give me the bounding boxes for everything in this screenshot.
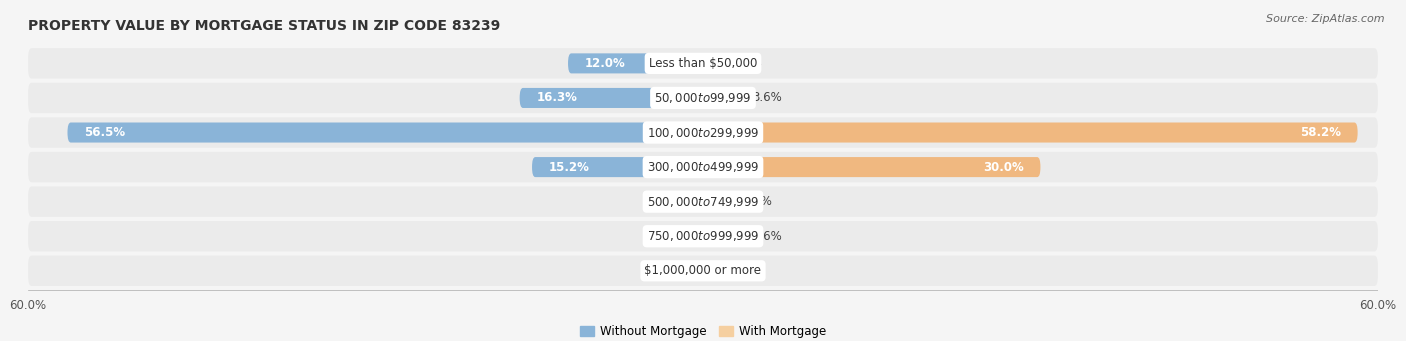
FancyBboxPatch shape [703,88,744,108]
FancyBboxPatch shape [703,192,734,212]
Text: $100,000 to $299,999: $100,000 to $299,999 [647,125,759,139]
Text: 0.0%: 0.0% [665,195,695,208]
Text: Less than $50,000: Less than $50,000 [648,57,758,70]
FancyBboxPatch shape [520,88,703,108]
FancyBboxPatch shape [703,226,744,246]
Text: 0.0%: 0.0% [665,264,695,277]
FancyBboxPatch shape [703,122,1358,143]
Text: $50,000 to $99,999: $50,000 to $99,999 [654,91,752,105]
Text: 56.5%: 56.5% [84,126,125,139]
Text: 15.2%: 15.2% [548,161,589,174]
Legend: Without Mortgage, With Mortgage: Without Mortgage, With Mortgage [575,321,831,341]
Text: 16.3%: 16.3% [537,91,578,104]
Text: $300,000 to $499,999: $300,000 to $499,999 [647,160,759,174]
Text: 0.0%: 0.0% [711,264,741,277]
Text: $500,000 to $749,999: $500,000 to $749,999 [647,195,759,209]
Text: $750,000 to $999,999: $750,000 to $999,999 [647,229,759,243]
Text: 58.2%: 58.2% [1299,126,1341,139]
Text: 1.8%: 1.8% [733,57,762,70]
FancyBboxPatch shape [67,122,703,143]
Text: 0.0%: 0.0% [665,230,695,243]
Text: 2.7%: 2.7% [742,195,772,208]
FancyBboxPatch shape [28,256,1378,286]
Text: Source: ZipAtlas.com: Source: ZipAtlas.com [1267,14,1385,24]
FancyBboxPatch shape [568,53,703,73]
Text: PROPERTY VALUE BY MORTGAGE STATUS IN ZIP CODE 83239: PROPERTY VALUE BY MORTGAGE STATUS IN ZIP… [28,19,501,33]
FancyBboxPatch shape [531,157,703,177]
Text: $1,000,000 or more: $1,000,000 or more [644,264,762,277]
Text: 12.0%: 12.0% [585,57,626,70]
Text: 3.6%: 3.6% [752,230,782,243]
FancyBboxPatch shape [703,53,723,73]
FancyBboxPatch shape [28,221,1378,251]
FancyBboxPatch shape [28,48,1378,78]
Text: 30.0%: 30.0% [983,161,1024,174]
Text: 3.6%: 3.6% [752,91,782,104]
FancyBboxPatch shape [703,157,1040,177]
FancyBboxPatch shape [28,187,1378,217]
FancyBboxPatch shape [28,117,1378,148]
FancyBboxPatch shape [28,83,1378,113]
FancyBboxPatch shape [28,152,1378,182]
